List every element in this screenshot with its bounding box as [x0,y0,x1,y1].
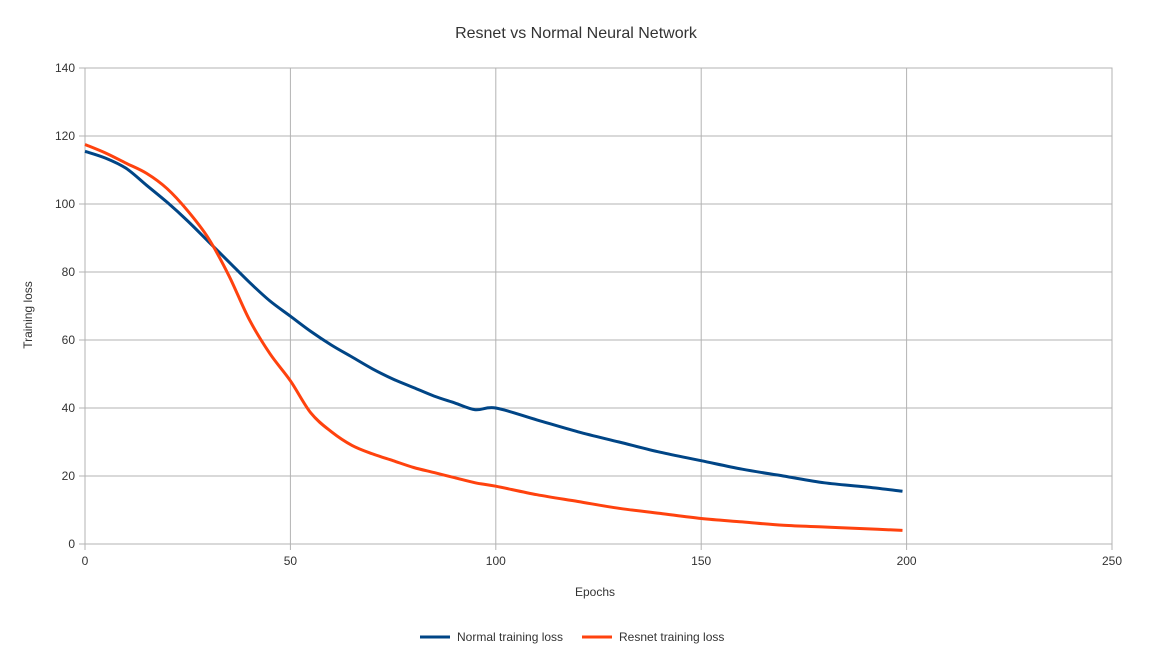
legend: Normal training loss Resnet training loss [420,630,724,644]
y-axis-title: Training loss [21,281,35,349]
axes: 0 20 40 60 80 100 120 140 0 50 100 150 200 250 [55,61,1122,568]
x-tick-label: 250 [1102,554,1122,568]
x-tick-label: 0 [82,554,89,568]
grid-lines [84,67,1113,545]
legend-label-normal-training-loss: Normal training loss [457,630,563,644]
series-lines [84,143,903,532]
y-tick-label: 20 [62,469,76,483]
y-tick-label: 80 [62,265,76,279]
legend-label-resnet-training-loss: Resnet training loss [619,630,724,644]
chart-title: Resnet vs Normal Neural Network [455,25,698,42]
x-tick-label: 50 [284,554,298,568]
series-line-normal-training-loss [84,149,903,493]
x-axis-title: Epochs [575,585,615,599]
y-tick-label: 140 [55,61,75,75]
series-line-resnet-training-loss [84,143,903,532]
y-tick-label: 0 [68,537,75,551]
x-tick-label: 100 [486,554,506,568]
y-tick-label: 40 [62,401,76,415]
y-tick-label: 120 [55,129,75,143]
plot-area-border [84,67,1113,545]
y-tick-label: 100 [55,197,75,211]
x-tick-label: 150 [691,554,711,568]
y-tick-label: 60 [62,333,76,347]
x-tick-label: 200 [897,554,917,568]
